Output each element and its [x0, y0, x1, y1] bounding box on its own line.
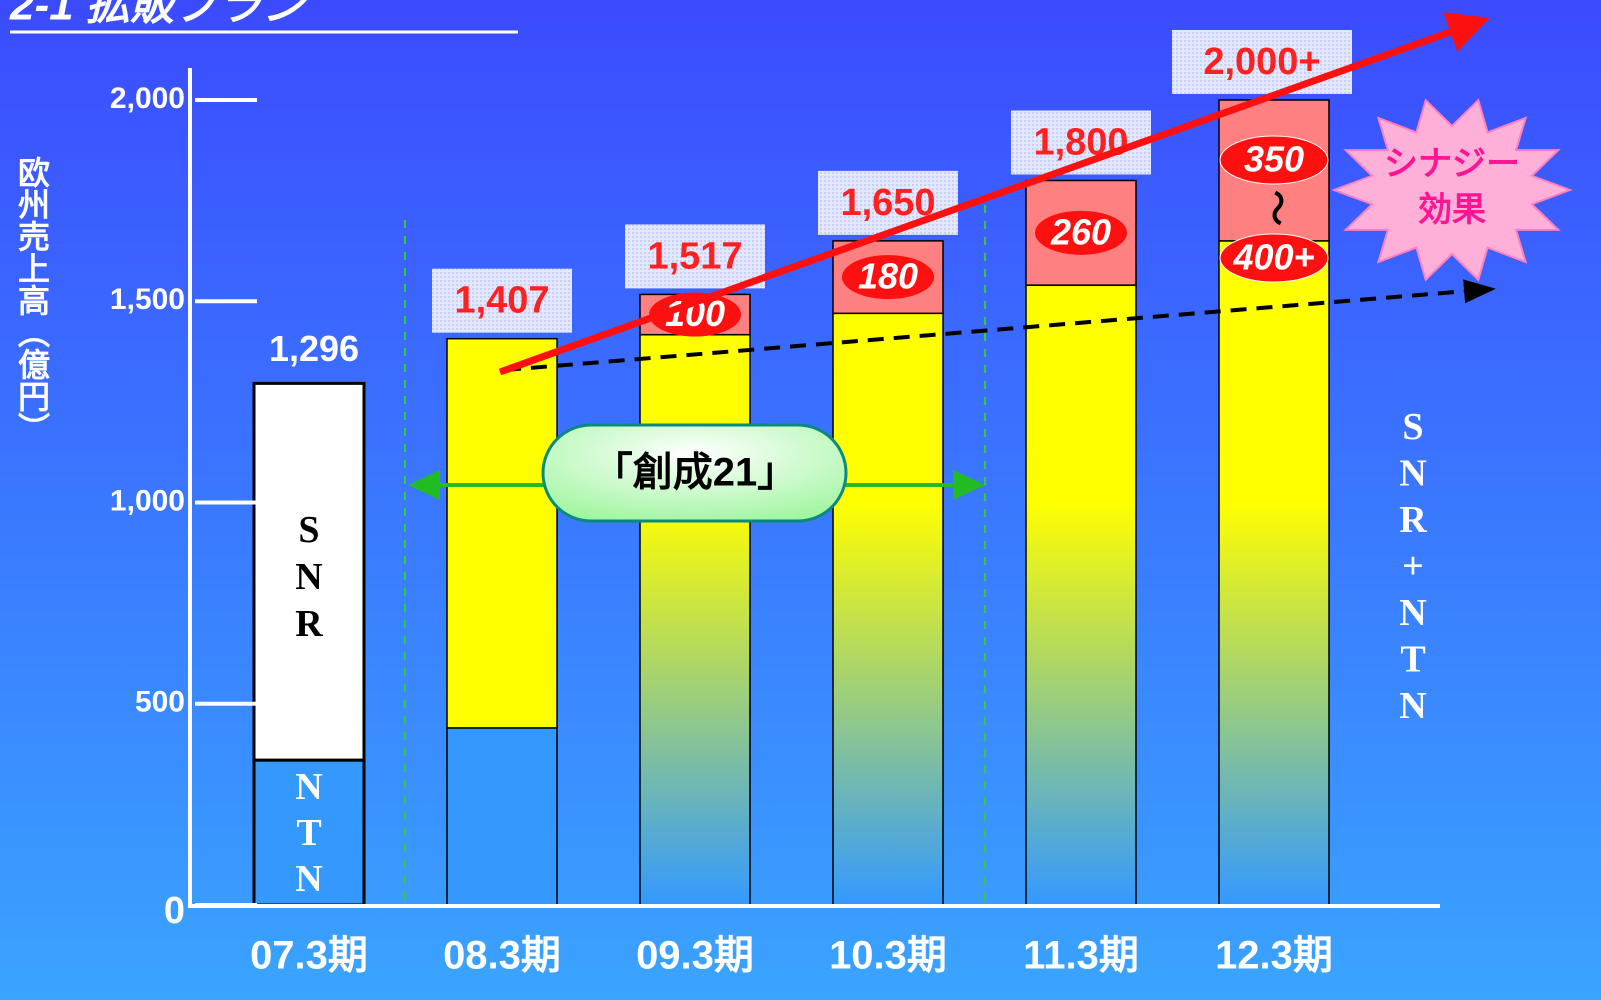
- y-tick-label: 0: [164, 890, 185, 932]
- total-label-box: [1172, 30, 1352, 94]
- y-tick-label: 1,000: [110, 484, 185, 517]
- synergy-burst: [1331, 98, 1573, 282]
- synergy-title: 効果: [1418, 191, 1486, 229]
- value-label: 400+: [1232, 237, 1314, 278]
- total-label-box: [625, 224, 765, 289]
- x-tick-label: 07.3期: [250, 934, 368, 978]
- x-tick-label: 11.3期: [1023, 934, 1139, 978]
- title: 2-1 拡販プラン: [9, 0, 309, 30]
- value-label: 180: [858, 256, 918, 297]
- bar-segment: [446, 727, 558, 906]
- total-label: 1,517: [647, 235, 742, 277]
- trend-line: [504, 279, 1496, 372]
- growth-arrow: [498, 12, 1490, 376]
- value-label: 350: [1244, 139, 1304, 180]
- synergy-title: シナジー: [1384, 145, 1520, 183]
- total-label: 1,650: [840, 182, 935, 224]
- y-axis-label: 欧州売上高（億円）: [14, 156, 50, 444]
- y-tick-label: 1,500: [110, 283, 185, 316]
- bar-segment: [1218, 240, 1330, 906]
- total-label-box: [818, 170, 958, 235]
- total-label: 1,296: [269, 328, 359, 369]
- bar-segment: [252, 758, 366, 907]
- range-separator: ～: [1256, 190, 1297, 226]
- value-badge: [1035, 210, 1127, 255]
- y-tick-label: 2,000: [110, 82, 185, 115]
- x-tick-label: 09.3期: [636, 934, 754, 978]
- bar-segment: [639, 333, 751, 906]
- series-label: S N R + N T N: [1399, 406, 1427, 727]
- program-badge: [541, 423, 848, 523]
- y-tick-label: 500: [135, 686, 185, 719]
- value-badge: [1219, 135, 1329, 185]
- x-tick-label: 12.3期: [1215, 934, 1333, 978]
- value-badge: [842, 255, 934, 300]
- value-badge: [649, 292, 741, 337]
- value-badge: [1219, 233, 1329, 283]
- value-label: 260: [1050, 211, 1111, 252]
- total-label: 1,800: [1033, 122, 1128, 164]
- x-tick-label: 10.3期: [829, 934, 947, 978]
- total-label: 1,407: [454, 280, 549, 322]
- program-label: 「創成21」: [593, 451, 798, 495]
- bar-segment: [832, 312, 944, 906]
- total-label: 2,000+: [1203, 41, 1320, 83]
- bar-segment: [252, 381, 366, 762]
- x-tick-label: 08.3期: [443, 934, 561, 978]
- bar-segment: [446, 337, 558, 729]
- bar-segment: [1025, 284, 1137, 906]
- total-label-box: [432, 268, 572, 333]
